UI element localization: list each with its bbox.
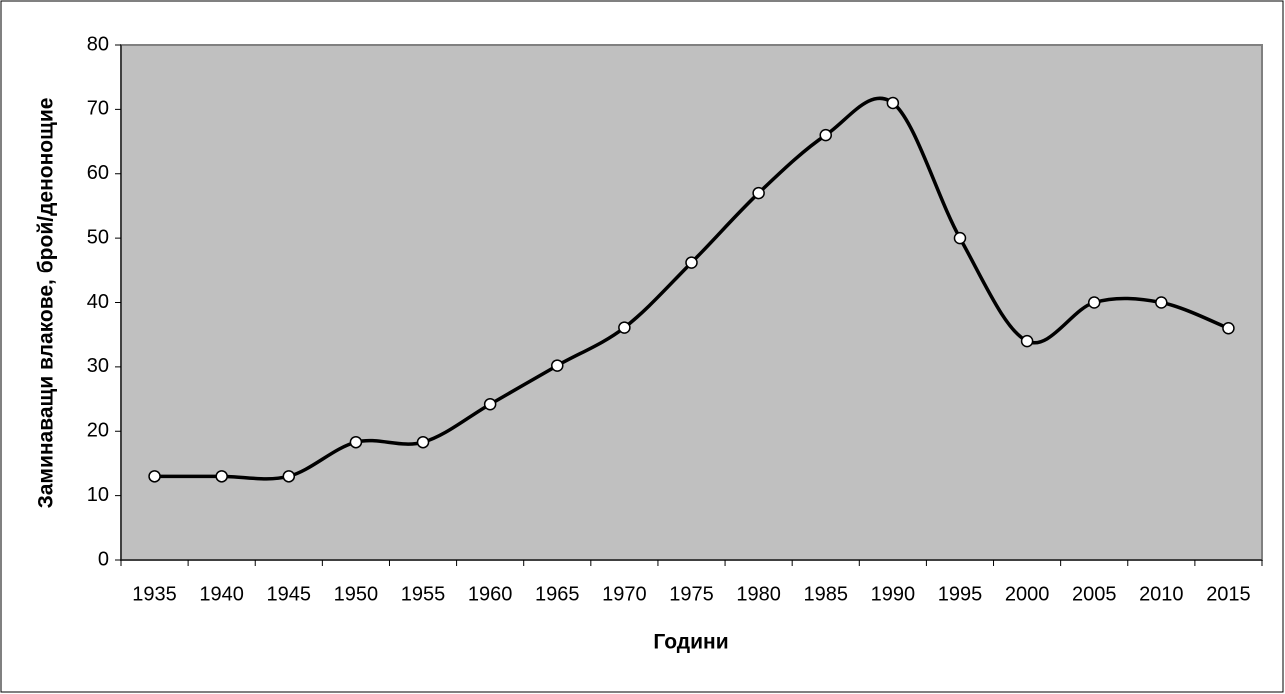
marker (1087, 296, 1101, 309)
x-tick-label: 1940 (199, 583, 244, 605)
y-tick-label: 10 (87, 484, 109, 506)
x-tick-label: 1975 (669, 583, 714, 605)
x-tick-label: 1935 (132, 583, 177, 605)
marker (819, 128, 832, 142)
marker (215, 470, 228, 483)
x-tick-label: 1980 (736, 583, 781, 605)
marker (349, 435, 363, 449)
y-tick-label: 50 (87, 226, 109, 248)
y-tick-label: 30 (87, 355, 109, 377)
y-tick-label: 80 (87, 33, 109, 55)
y-tick-label: 0 (98, 548, 109, 570)
marker (1020, 334, 1034, 348)
x-tick-label: 1965 (535, 583, 580, 605)
marker (886, 96, 900, 110)
marker (1222, 322, 1235, 335)
y-tick-label: 60 (87, 162, 109, 184)
marker (752, 186, 765, 200)
marker (483, 397, 497, 411)
marker (618, 321, 631, 334)
marker (148, 470, 161, 483)
marker (551, 359, 564, 372)
marker (282, 470, 296, 483)
x-tick-label: 1950 (334, 583, 379, 605)
x-tick-label: 1970 (602, 583, 647, 605)
x-tick-label: 1960 (468, 583, 513, 605)
x-tick-label: 2000 (1005, 583, 1050, 605)
x-tick-label: 1990 (871, 583, 916, 605)
x-axis-title: Години (653, 631, 728, 654)
y-axis-title: Заминаващи влакове, брой/денонощие (35, 98, 58, 509)
x-tick-label: 1955 (401, 583, 446, 605)
x-tick-label: 1985 (803, 583, 848, 605)
x-tick-label: 2005 (1072, 583, 1117, 605)
x-tick-label: 1995 (938, 583, 983, 605)
x-tick-label: 2010 (1139, 583, 1184, 605)
marker (685, 256, 698, 269)
x-tick-label: 2015 (1206, 583, 1251, 605)
y-tick-label: 70 (87, 98, 109, 120)
plot-area (120, 44, 1263, 561)
x-tick-label: 1945 (267, 583, 312, 605)
marker (416, 435, 430, 449)
y-tick-label: 40 (87, 291, 109, 313)
marker (953, 231, 967, 245)
y-tick-label: 20 (87, 420, 109, 442)
marker (1155, 296, 1168, 309)
